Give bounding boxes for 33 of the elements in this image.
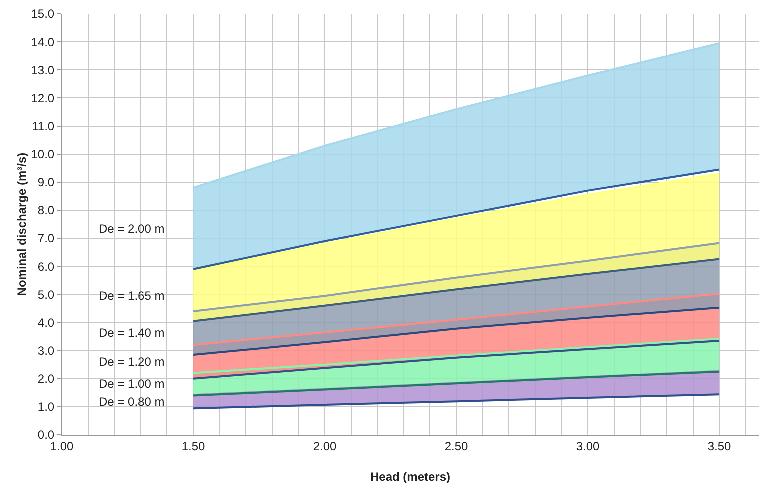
- y-tick-label: 6.0: [38, 260, 55, 274]
- x-tick-label: 2.50: [444, 439, 469, 454]
- y-tick-label: 8.0: [38, 204, 55, 218]
- line-series: [192, 168, 721, 270]
- y-tick-label: 10.0: [31, 148, 55, 162]
- y-tick-label: 11.0: [32, 119, 55, 134]
- line-series: [192, 258, 721, 322]
- text: De = 1.65 m: [99, 289, 165, 303]
- text: De = 2.00 m: [99, 222, 165, 236]
- text: De = 1.20 m: [99, 355, 165, 369]
- y-tick-label: 13.0: [31, 63, 55, 78]
- y-tick-label: 5.0: [38, 288, 55, 302]
- line-series: [192, 306, 721, 356]
- y-tick-label: 14.0: [31, 35, 55, 50]
- y-axis-title: Nominal discharge (m³/s): [15, 152, 30, 296]
- x-tick-label: 3.50: [708, 439, 732, 454]
- y-tick-label: 7.0: [38, 232, 55, 246]
- y-tick-label: 9.0: [38, 176, 55, 190]
- y-tick-label: 1.0: [38, 400, 55, 414]
- y-tick-label: 4.0: [38, 316, 55, 330]
- text: De = 1.00 m: [99, 377, 165, 391]
- text: De = 1.40 m: [99, 326, 165, 340]
- y-tick-label: 2.0: [38, 372, 55, 386]
- x-tick-label: 1.50: [182, 439, 206, 454]
- line-series: [192, 394, 721, 410]
- x-tick-label: 2.00: [313, 439, 338, 454]
- y-tick-label: 12.0: [31, 91, 55, 106]
- text: De = 0.80 m: [99, 395, 165, 409]
- y-tick-label: 3.0: [38, 344, 55, 358]
- y-tick-label: 15.0: [31, 7, 55, 22]
- line-series: [192, 340, 721, 380]
- x-tick-label: 3.00: [576, 439, 600, 454]
- x-axis-title: Head (meters): [370, 470, 451, 484]
